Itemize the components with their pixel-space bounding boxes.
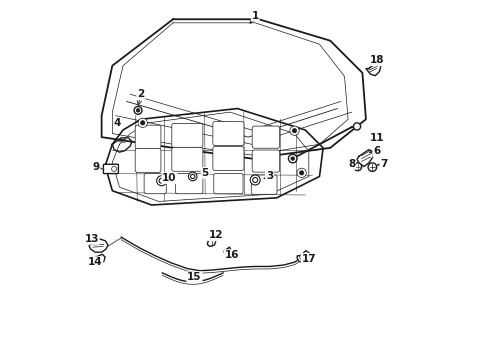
Text: 4: 4	[114, 118, 121, 128]
FancyBboxPatch shape	[213, 174, 243, 194]
Circle shape	[97, 257, 101, 261]
FancyBboxPatch shape	[252, 150, 279, 172]
Text: 14: 14	[88, 257, 102, 267]
Circle shape	[156, 176, 166, 186]
FancyBboxPatch shape	[175, 174, 203, 194]
Circle shape	[299, 254, 305, 260]
Text: 10: 10	[162, 173, 176, 183]
Circle shape	[138, 118, 147, 127]
FancyBboxPatch shape	[212, 122, 244, 145]
Circle shape	[188, 172, 197, 181]
Text: 8: 8	[347, 159, 355, 169]
Circle shape	[289, 126, 299, 135]
FancyBboxPatch shape	[251, 175, 276, 194]
Text: 16: 16	[224, 250, 239, 260]
Polygon shape	[365, 63, 380, 76]
Text: 3: 3	[265, 171, 273, 181]
FancyBboxPatch shape	[171, 123, 203, 147]
Circle shape	[353, 163, 361, 171]
Text: 6: 6	[372, 147, 380, 157]
Polygon shape	[105, 109, 323, 205]
Circle shape	[367, 163, 376, 171]
Circle shape	[252, 177, 257, 183]
Circle shape	[140, 121, 144, 125]
Text: 2: 2	[137, 89, 144, 99]
Text: 7: 7	[379, 159, 386, 169]
Text: 15: 15	[187, 272, 202, 282]
Circle shape	[136, 109, 140, 112]
Circle shape	[353, 123, 360, 130]
Circle shape	[159, 178, 164, 183]
Circle shape	[288, 154, 296, 163]
Text: 1: 1	[251, 11, 258, 21]
Circle shape	[250, 175, 260, 185]
Text: 9: 9	[93, 162, 100, 172]
Polygon shape	[356, 150, 373, 166]
FancyBboxPatch shape	[135, 125, 161, 149]
Polygon shape	[296, 251, 309, 263]
Polygon shape	[89, 239, 108, 252]
Circle shape	[134, 107, 142, 114]
FancyBboxPatch shape	[171, 147, 203, 171]
FancyBboxPatch shape	[252, 126, 279, 148]
FancyBboxPatch shape	[135, 148, 161, 172]
Text: 12: 12	[208, 230, 223, 240]
Circle shape	[190, 174, 194, 179]
Circle shape	[296, 168, 305, 177]
Text: 13: 13	[84, 234, 99, 244]
FancyBboxPatch shape	[144, 174, 166, 194]
FancyBboxPatch shape	[103, 164, 118, 174]
Circle shape	[111, 166, 116, 171]
Text: 18: 18	[368, 55, 383, 65]
Circle shape	[292, 129, 296, 133]
Text: 11: 11	[368, 133, 383, 143]
Text: 5: 5	[201, 168, 208, 178]
Text: 17: 17	[301, 253, 315, 264]
Polygon shape	[94, 254, 105, 264]
Circle shape	[299, 171, 303, 175]
Circle shape	[290, 157, 294, 160]
FancyBboxPatch shape	[212, 147, 244, 171]
